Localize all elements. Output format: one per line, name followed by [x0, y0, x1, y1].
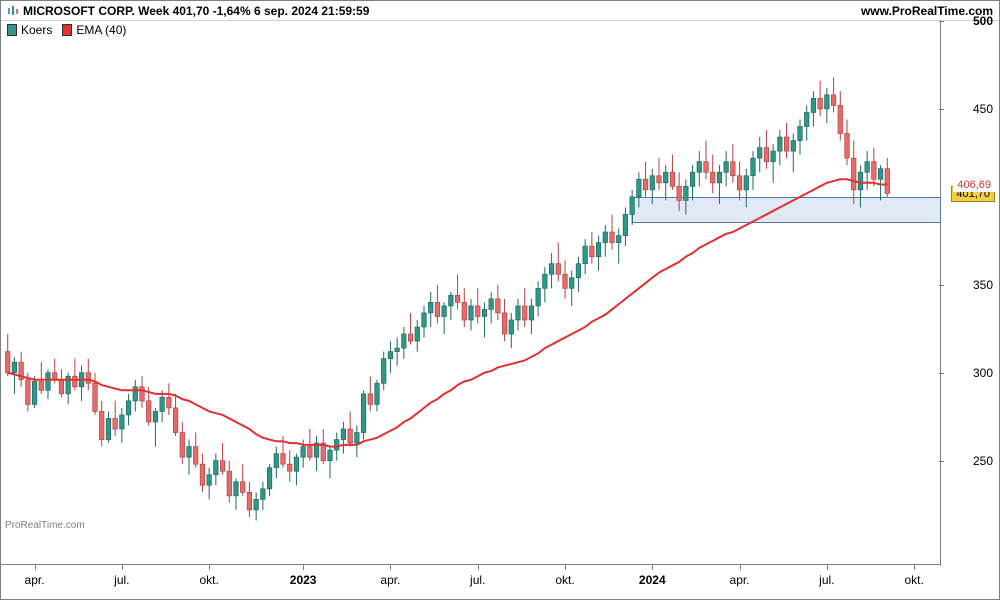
header-bar: MICROSOFT CORP. Week 401,70 -1,64% 6 sep…	[1, 1, 999, 21]
candlestick-icon	[7, 5, 19, 17]
chart-container: MICROSOFT CORP. Week 401,70 -1,64% 6 sep…	[0, 0, 1000, 600]
x-tick-label: apr.	[25, 573, 45, 587]
y-axis: 500450401,70406,69350300250	[939, 21, 999, 566]
y-tick-label: 350	[973, 278, 993, 292]
y-tick-label: 250	[973, 454, 993, 468]
x-tick-label: apr.	[380, 573, 400, 587]
x-tick-label: apr.	[730, 573, 750, 587]
x-tick-label: jul.	[114, 573, 129, 587]
title-group: MICROSOFT CORP. Week 401,70 -1,64% 6 sep…	[7, 4, 369, 18]
x-tick-label: jul.	[470, 573, 485, 587]
plot-svg	[1, 21, 941, 531]
x-tick-label: jul.	[819, 573, 834, 587]
chart-title: MICROSOFT CORP. Week 401,70 -1,64% 6 sep…	[23, 4, 369, 18]
ema-price-label: 406,69	[953, 178, 995, 192]
x-axis: apr. jul. okt. 2023 apr. jul. okt. 2024 apr. jul.…	[1, 564, 941, 599]
x-tick-label: 2023	[290, 573, 317, 587]
x-tick-label: 2024	[639, 573, 666, 587]
x-tick-label: okt.	[904, 573, 923, 587]
y-tick-label: 500	[973, 14, 993, 28]
x-tick-label: okt.	[199, 573, 218, 587]
x-tick-label: okt.	[555, 573, 574, 587]
y-tick-label: 450	[973, 102, 993, 116]
y-tick-label: 300	[973, 366, 993, 380]
plot-area[interactable]: ProRealTime.com	[1, 21, 941, 566]
footer-watermark: ProRealTime.com	[5, 520, 85, 531]
